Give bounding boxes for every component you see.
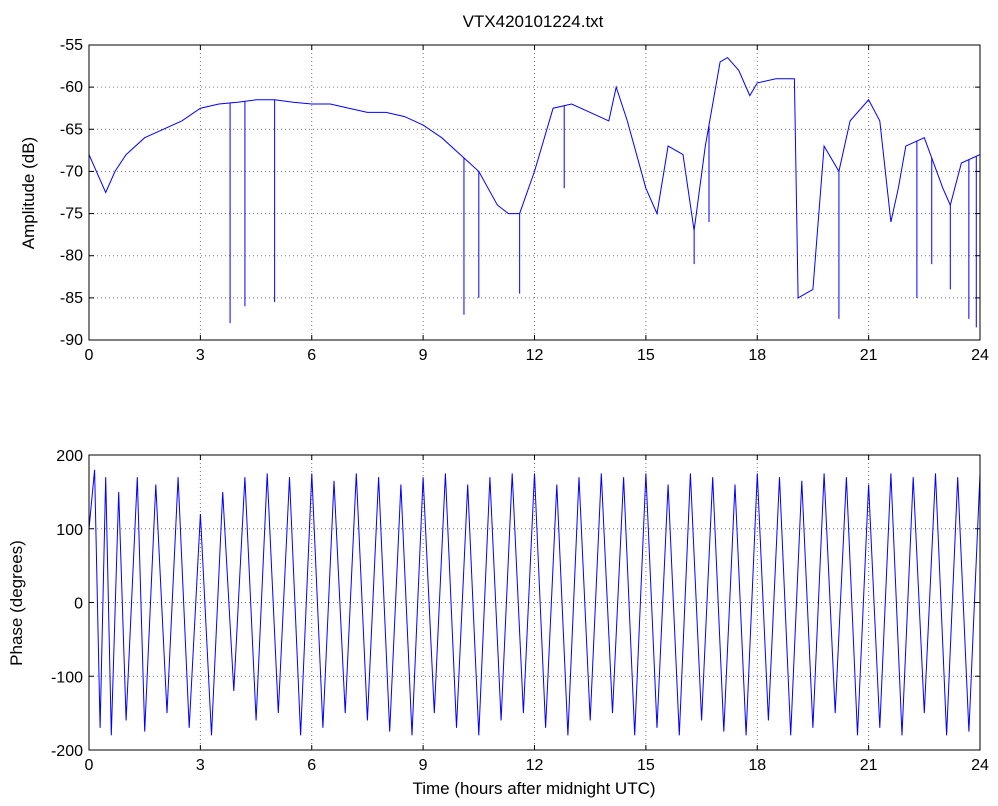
amplitude-grid [88,44,981,341]
phase-y-tick-label: 0 [74,596,83,613]
amplitude-y-tick-labels: -55 -60 -65 -70 -75 -80 -85 -90 [60,37,83,349]
phase-x-tick-label: 0 [85,757,94,774]
amplitude-series-group [88,56,981,328]
phase-x-tick-labels: 0 3 6 9 12 15 18 21 24 [85,757,989,774]
amplitude-x-tick-label: 6 [307,347,316,364]
amplitude-plot: 0 3 6 9 12 15 18 21 24 -55-60-65-70-75-80-85-90 … [19,37,989,364]
phase-x-tick-label: 6 [307,757,316,774]
phase-y-tick-label: -100 [51,669,83,686]
phase-x-tick-label: 24 [971,757,989,774]
amplitude-y-tick-label: -90 [60,332,83,349]
phase-x-tick-label: 18 [748,757,766,774]
chart-title: VTX420101224.txt [463,12,604,31]
phase-y-tick-label: 200 [56,448,83,465]
amplitude-x-tick-label: 18 [748,347,766,364]
phase-x-tick-label: 15 [637,757,655,774]
phase-x-axis-label: Time (hours after midnight UTC) [412,779,655,798]
amplitude-series-line [88,56,981,299]
phase-y-tick-label: 100 [56,522,83,539]
amplitude-x-tick-label: 15 [637,347,655,364]
amplitude-y-tick-label: -60 [60,79,83,96]
amplitude-x-tick-label: 9 [419,347,428,364]
phase-series-group [88,469,981,736]
amplitude-y-axis-label: Amplitude (dB) [19,137,38,249]
amplitude-y-tick-label: -75 [60,206,83,223]
phase-y-axis-label: Phase (degrees) [7,540,26,666]
phase-x-tick-label: 21 [860,757,878,774]
phase-x-tick-label: 3 [196,757,205,774]
amplitude-x-tick-label: 24 [971,347,989,364]
phase-x-tick-label: 12 [526,757,544,774]
amplitude-axes-frame [88,44,981,341]
amplitude-y-tick-label: -80 [60,248,83,265]
amplitude-y-tick-label: -85 [60,290,83,307]
phase-plot: 0 3 6 9 12 15 18 21 24 200 100 0 -100 -200 Phase (de… [7,448,989,798]
amplitude-x-tick-labels: 0 3 6 9 12 15 18 21 24 [85,347,989,364]
phase-axes-frame [88,454,981,751]
amplitude-x-tick-label: 12 [526,347,544,364]
amplitude-x-tick-label: 3 [196,347,205,364]
phase-x-tick-label: 9 [419,757,428,774]
amplitude-y-tick-label: -65 [60,121,83,138]
amplitude-y-tick-label: -70 [60,163,83,180]
phase-y-tick-label: -200 [51,743,83,760]
phase-y-tick-labels: 200 100 0 -100 -200 [51,448,83,760]
phase-series-line [88,469,981,736]
amplitude-x-tick-label: 21 [860,347,878,364]
amplitude-x-tick-label: 0 [85,347,94,364]
amplitude-y-tick-label: -55 [60,37,83,54]
